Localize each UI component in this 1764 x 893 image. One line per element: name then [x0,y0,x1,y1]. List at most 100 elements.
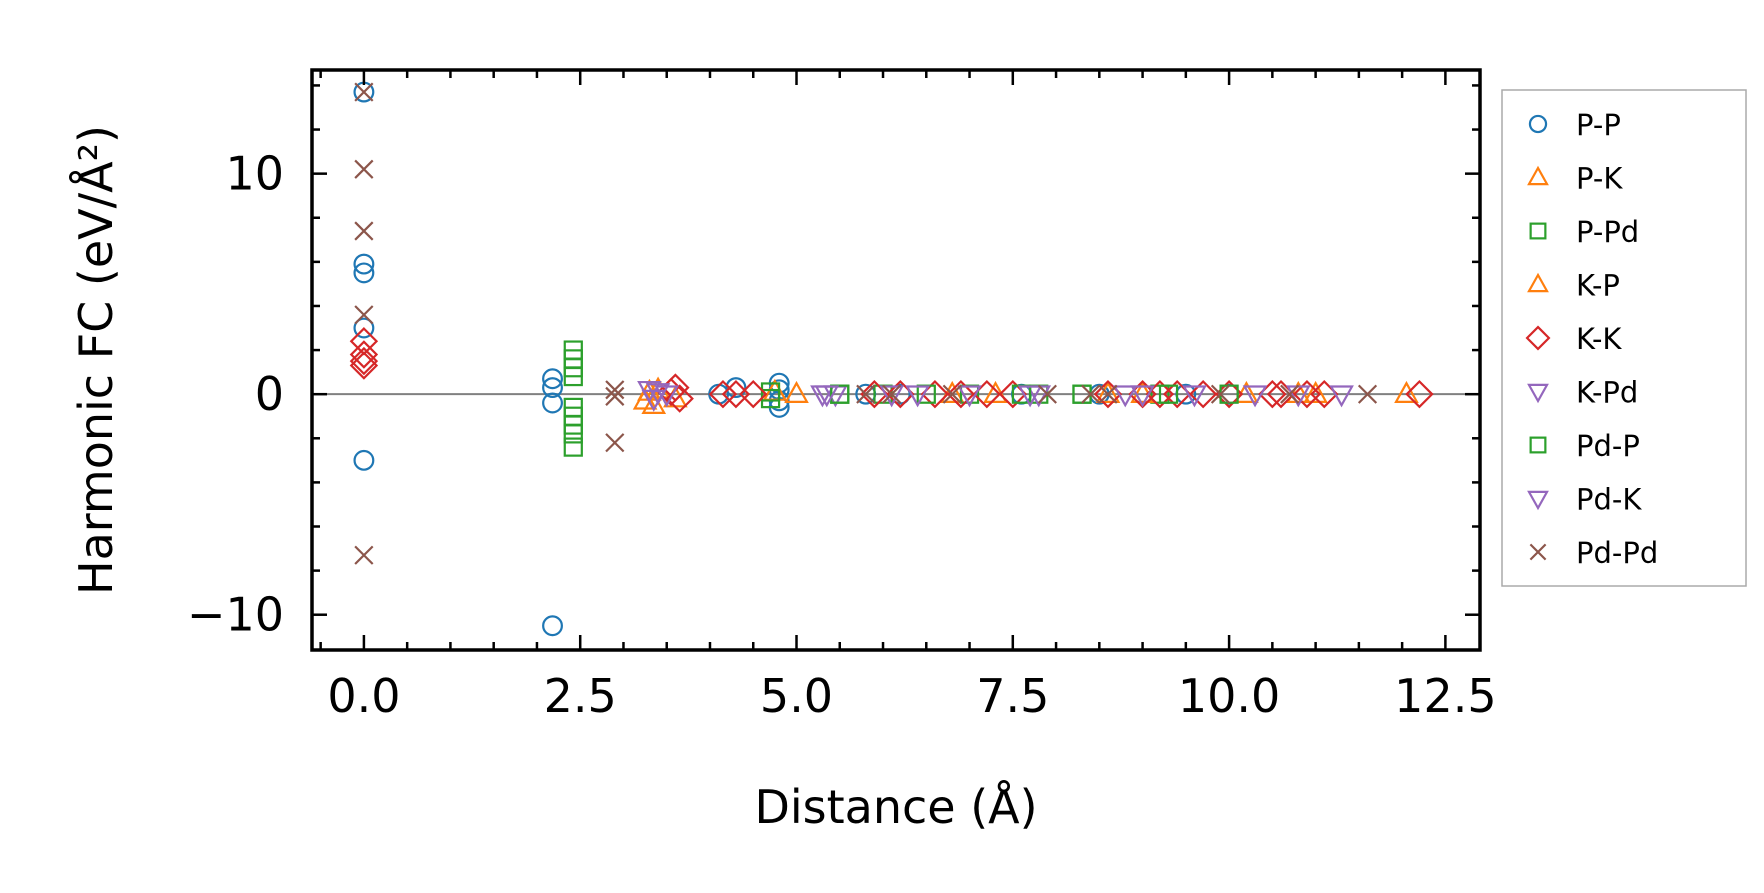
data-point [1280,384,1300,404]
legend-label: K-K [1576,322,1622,356]
data-point [1017,385,1043,408]
data-point [1242,385,1268,408]
data-point [1081,384,1101,404]
data-point [1394,380,1419,403]
data-point [879,385,904,408]
data-point [354,159,374,179]
data-point [882,384,902,404]
data-point [353,253,375,275]
data-point [1188,379,1218,409]
data-point [354,545,374,565]
x-tick-label: 0.0 [327,669,400,723]
legend-label: P-Pd [1576,215,1639,249]
series-k-k [349,327,1434,413]
data-point [1405,379,1434,409]
data-point [942,384,962,404]
data-point [542,615,563,637]
data-point [784,380,809,403]
data-point [1095,380,1121,403]
data-point [349,340,379,369]
legend-item: Pd-P [1529,429,1640,463]
data-point [946,379,976,409]
legend-item: K-Pd [1527,376,1638,410]
data-point [349,346,379,376]
data-point [1098,384,1118,404]
data-point [563,437,583,457]
series-pd-k [645,383,1311,408]
legend-label: K-P [1576,269,1620,303]
x-tick-label: 5.0 [760,669,833,723]
legend-label: K-Pd [1576,376,1638,410]
y-axis-label: Harmonic FC (eV/Å²) [69,125,123,595]
data-point [542,392,563,414]
legend-item: K-P [1527,269,1620,303]
data-point [1130,385,1155,408]
data-point [1303,380,1328,403]
data-point [645,383,671,406]
data-point [542,368,563,390]
data-point [725,377,747,399]
data-point [563,366,583,387]
data-point [354,221,374,241]
legend-marker [1528,114,1548,134]
data-point [1182,385,1207,408]
data-point [353,317,375,339]
data-point [1158,384,1179,404]
data-point [349,351,379,380]
legend-marker [1527,272,1549,293]
legend-item: P-Pd [1529,215,1639,249]
plot-area-frame [310,68,1482,652]
data-point [708,379,738,409]
data-point [1112,385,1138,408]
data-point [354,305,374,325]
legend-marker [1527,165,1549,186]
data-point [957,385,982,408]
legend-marker [1529,436,1547,454]
data-point [1357,384,1378,404]
data-point [354,82,374,102]
data-point [856,384,876,404]
legend-item: P-P [1528,108,1621,142]
legend-item: Pd-K [1527,483,1642,517]
data-point [905,385,930,408]
legend-marker [1527,383,1549,404]
data-point [605,386,625,406]
x-tick-label: 7.5 [976,669,1049,723]
data-point [563,424,583,444]
x-axis-label: Distance (Å) [754,780,1037,834]
data-point [605,433,625,453]
legend-item: Pd-Pd [1529,536,1658,570]
y-tick-label: 10 [225,147,284,201]
legend-label: P-K [1576,162,1623,196]
legend-marker [1529,543,1547,561]
series-p-p [353,81,1240,637]
x-tick-label: 2.5 [544,669,617,723]
legend-marker [1525,325,1551,351]
legend-frame [1501,89,1747,587]
y-tick-label: −10 [187,588,284,642]
legend: P-P P-K P-Pd K-P K-K K-Pd Pd-P Pd-K Pd-Pd [1501,89,1747,587]
data-point [542,377,563,399]
legend-label: Pd-K [1576,483,1642,517]
x-tick-label: 10.0 [1178,669,1280,723]
legend-marker [1529,222,1547,240]
legend-item: K-K [1525,322,1622,356]
x-tick-label: 12.5 [1394,669,1496,723]
data-point [1329,385,1354,408]
legend-marker [1527,490,1549,511]
data-point [665,384,694,413]
data-point [605,380,625,400]
data-point [353,262,375,284]
y-tick-label: 0 [255,367,284,421]
data-point [739,379,768,409]
data-point [1037,384,1057,404]
data-point [1210,384,1231,404]
data-point [353,449,375,471]
legend-item: P-K [1527,162,1623,196]
legend-label: Pd-P [1576,429,1640,463]
data-point [830,384,850,404]
legend-label: P-P [1576,108,1621,142]
series-pd-pd [354,82,1378,565]
legend-label: Pd-Pd [1576,536,1658,570]
